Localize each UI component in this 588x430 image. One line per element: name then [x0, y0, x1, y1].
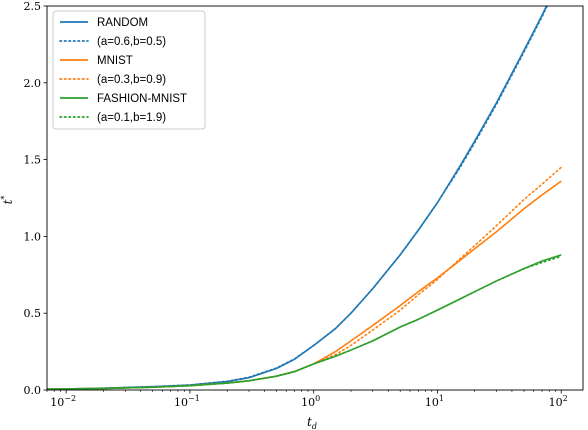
legend-label: RANDOM: [97, 17, 148, 29]
x-axis-label-subscript: d: [312, 422, 317, 430]
x-tick-label: 100: [301, 394, 320, 409]
legend-box: [52, 10, 206, 130]
y-tick-label: 2.0: [24, 77, 42, 90]
legend-label: (a=0.6,b=0.5): [97, 36, 166, 48]
legend-label: MNIST: [97, 55, 133, 67]
y-axis-label-superscript: *: [0, 196, 9, 200]
x-tick-label: 10−2: [50, 394, 76, 409]
legend-label: (a=0.3,b=0.9): [97, 74, 166, 86]
y-axis-ticks: 0.0 0.5 1.0 1.5 2.0 2.5: [24, 0, 47, 397]
series-line-2: [47, 6, 549, 390]
series-line-4: [47, 166, 563, 390]
legend: RANDOM (a=0.6,b=0.5) MNIST (a=0.3,b=0.9) FAS…: [52, 10, 206, 130]
x-tick-label: 10−1: [174, 394, 200, 409]
legend-label: FASHION-MNIST: [97, 93, 187, 105]
x-tick-label: 102: [549, 394, 568, 409]
x-axis-label: td: [307, 415, 317, 430]
series-line-6: [47, 255, 563, 390]
legend-entries: RANDOM (a=0.6,b=0.5) MNIST (a=0.3,b=0.9) FAS…: [59, 17, 187, 124]
series-layer: [47, 6, 563, 390]
plot-frame: [46, 5, 584, 391]
y-tick-label: 1.0: [24, 230, 42, 243]
y-tick-label: 0.0: [24, 384, 42, 397]
legend-label: (a=0.1,b=1.9): [97, 112, 166, 124]
x-tick-label: 101: [425, 394, 444, 409]
y-tick-label: 2.5: [24, 0, 42, 13]
x-axis-ticks: 10−2 10−1 100 101 102: [46, 390, 568, 409]
y-tick-label: 0.5: [24, 307, 42, 320]
y-axis-label: t*: [0, 196, 15, 205]
y-tick-label: 1.5: [24, 154, 42, 167]
